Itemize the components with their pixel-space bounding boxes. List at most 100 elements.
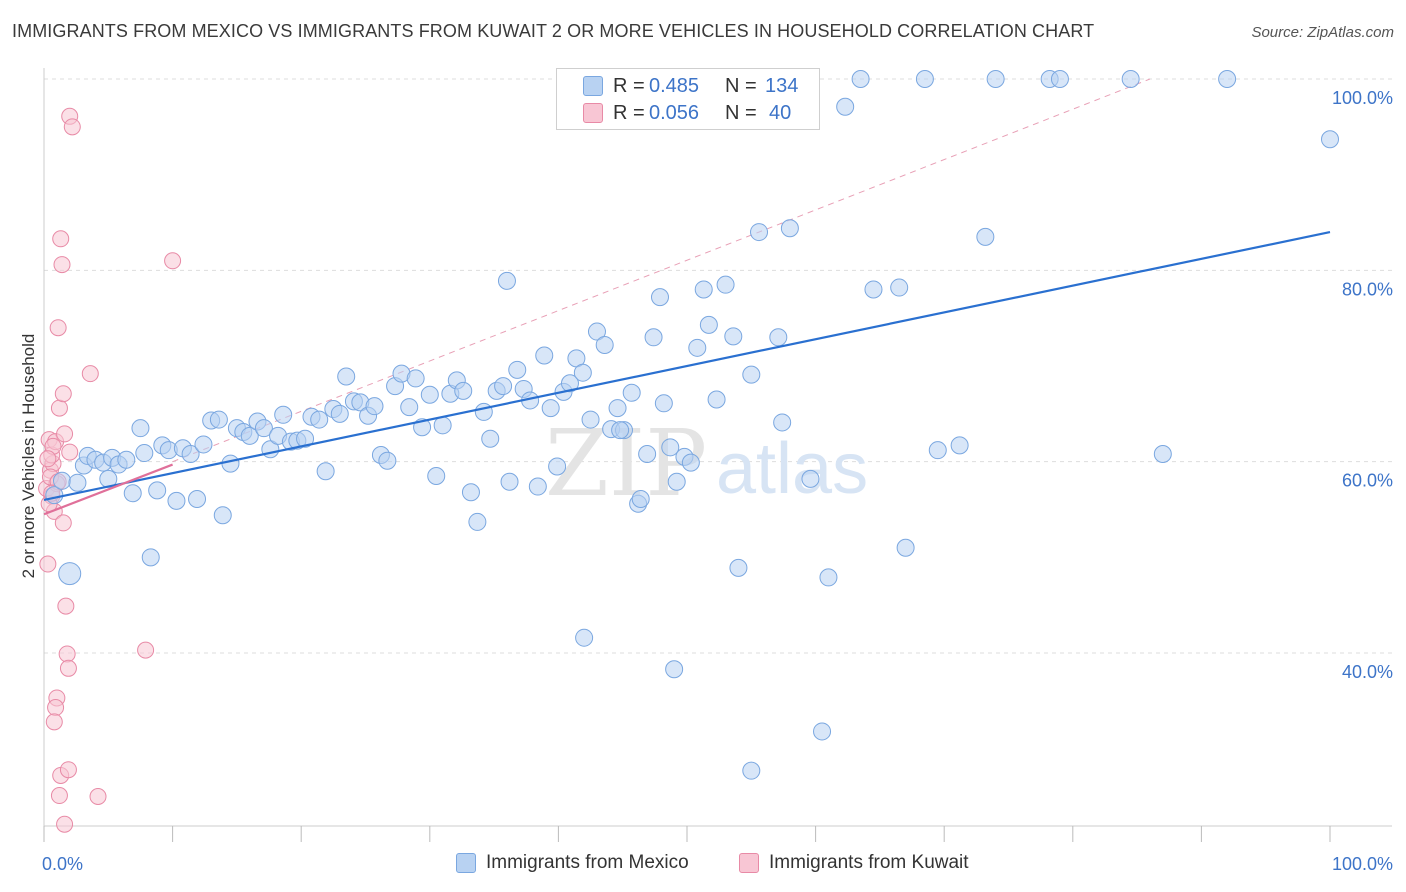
mexico-point	[950, 436, 969, 455]
mexico-point	[53, 471, 72, 490]
kuwait-point	[49, 319, 67, 337]
kuwait-point	[59, 659, 77, 677]
mexico-point	[716, 275, 735, 294]
mexico-point	[274, 405, 293, 424]
mexico-point	[819, 568, 838, 587]
axes	[43, 68, 1392, 842]
mexico-point	[528, 477, 547, 496]
mexico-point	[330, 404, 349, 423]
legend-mexico-n: 134	[765, 74, 799, 97]
legend-swatch-kuwait	[739, 853, 759, 873]
mexico-point	[560, 374, 579, 393]
kuwait-point	[81, 365, 99, 383]
mexico-point	[581, 410, 600, 429]
mexico-point	[500, 472, 519, 491]
mexico-point	[167, 491, 186, 510]
mexico-point	[194, 435, 213, 454]
trend-lines	[43, 230, 1331, 516]
kuwait-point	[39, 450, 57, 468]
mexico-point	[836, 97, 855, 116]
legend-label-kuwait: Immigrants from Kuwait	[769, 852, 969, 873]
mexico-point	[400, 398, 419, 417]
mexico-point	[573, 363, 592, 382]
mexico-point	[454, 381, 473, 400]
mexico-point	[595, 335, 614, 354]
mexico-point	[681, 453, 700, 472]
legend-r-label: R =	[613, 101, 645, 124]
watermark-atlas: atlas	[716, 429, 868, 509]
legend-row-mexico: R = 0.485 N = 134	[557, 73, 821, 99]
mexico-point	[631, 489, 650, 508]
legend-swatch-mexico	[456, 853, 476, 873]
kuwait-swatch	[583, 103, 603, 123]
legend-n-label: N =	[725, 101, 757, 124]
mexico-point	[1121, 70, 1140, 88]
mexico-point	[296, 429, 315, 448]
mexico-trendline	[43, 230, 1331, 502]
kuwait-point	[54, 385, 72, 403]
mexico-point	[661, 438, 680, 457]
mexico-point	[986, 70, 1005, 88]
kuwait-point	[50, 787, 68, 805]
mexico-point	[117, 450, 136, 469]
mexico-point	[337, 367, 356, 386]
mexico-point	[254, 419, 273, 438]
legend-row-kuwait: R = 0.056 N = 40	[557, 100, 821, 126]
mexico-point	[608, 399, 627, 418]
mexico-point	[461, 483, 480, 502]
grid-lines	[44, 78, 1392, 654]
mexico-point	[724, 327, 743, 346]
kuwait-point	[47, 699, 65, 717]
mexico-point	[773, 413, 792, 432]
y-tick-label: 60.0%	[1342, 471, 1393, 491]
mexico-point	[1050, 70, 1069, 88]
kuwait-point	[89, 788, 107, 805]
mexico-point	[699, 315, 718, 334]
mexico-point	[864, 280, 883, 299]
y-axis-label: 2 or more Vehicles in Household	[19, 334, 38, 579]
mexico-point	[654, 394, 673, 413]
mexico-point	[801, 469, 820, 488]
mexico-point	[611, 421, 630, 440]
x-tick-label: 0.0%	[42, 854, 83, 874]
chart-title: IMMIGRANTS FROM MEXICO VS IMMIGRANTS FRO…	[12, 21, 1095, 41]
mexico-point	[976, 227, 995, 246]
mexico-point	[707, 390, 726, 409]
legend-kuwait-n: 40	[769, 101, 792, 124]
reference-line	[172, 78, 1151, 463]
mexico-point	[750, 223, 769, 242]
mexico-point	[188, 489, 207, 508]
mexico-point	[1321, 130, 1339, 149]
mexico-point	[928, 441, 947, 460]
stats-legend: R = 0.485 N = 134 R = 0.056 N = 40	[556, 68, 820, 130]
mexico-point	[638, 445, 657, 464]
mexico-point	[742, 365, 761, 384]
kuwait-point	[61, 443, 79, 461]
mexico-point	[780, 219, 799, 238]
y-tick-label: 40.0%	[1342, 662, 1393, 682]
mexico-point	[221, 454, 240, 473]
kuwait-point	[164, 252, 182, 270]
mexico-point	[890, 278, 909, 297]
kuwait-point	[57, 597, 75, 615]
mexico-point	[316, 462, 335, 481]
x-tick-label: 100.0%	[1332, 854, 1393, 874]
kuwait-point	[39, 555, 57, 573]
kuwait-point	[59, 761, 77, 779]
legend-item-mexico: Immigrants from Mexico	[456, 852, 689, 874]
kuwait-point	[58, 645, 76, 663]
mexico-point	[123, 484, 142, 503]
mexico-point	[665, 660, 684, 679]
mexico-point	[896, 538, 915, 557]
mexico-point	[433, 416, 452, 435]
kuwait-point	[45, 713, 63, 731]
legend-kuwait-r: 0.056	[649, 101, 700, 124]
legend-label-mexico: Immigrants from Mexico	[486, 852, 689, 873]
mexico-point	[148, 481, 167, 500]
mexico-point	[481, 429, 500, 448]
mexico-point	[213, 506, 232, 525]
mexico-swatch	[583, 76, 603, 96]
series-legend: Immigrants from Mexico Immigrants from K…	[0, 852, 1406, 876]
mexico-point	[575, 628, 594, 647]
